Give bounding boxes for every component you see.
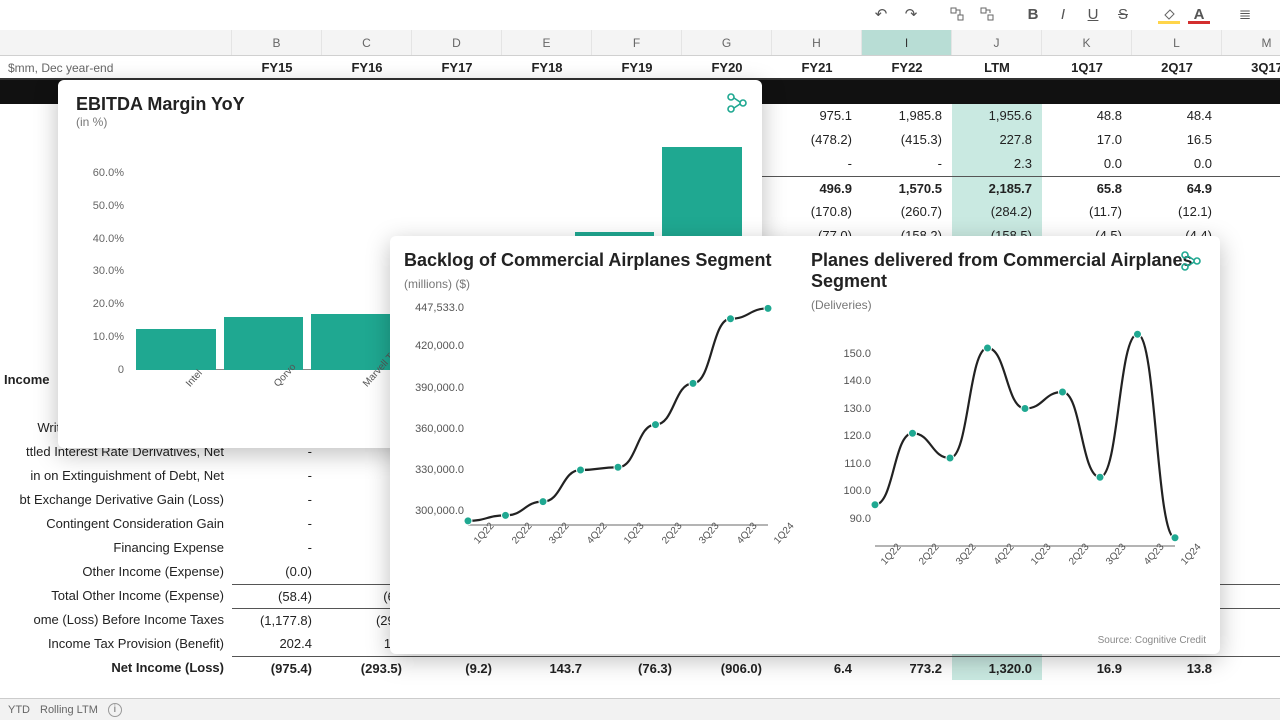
period-FY20: FY20: [682, 56, 772, 78]
period-3Q17: 3Q17: [1222, 56, 1280, 78]
backlog-chart: 447,533.0420,000.0390,000.0360,000.0330,…: [404, 301, 795, 601]
tab-rolling-ltm[interactable]: Rolling LTM: [40, 704, 98, 716]
info-icon[interactable]: i: [108, 703, 122, 717]
period-1Q17: 1Q17: [1042, 56, 1132, 78]
col-header-M[interactable]: M: [1222, 30, 1280, 55]
charts-card[interactable]: Backlog of Commercial Airplanes Segment …: [390, 236, 1220, 654]
card3-subtitle: (Deliveries): [811, 298, 872, 312]
period-FY15: FY15: [232, 56, 322, 78]
col-header-L[interactable]: L: [1132, 30, 1222, 55]
table-row: Net Income (Loss)(975.4)(293.5)(9.2)143.…: [0, 656, 1280, 680]
period-FY16: FY16: [322, 56, 412, 78]
share-icon[interactable]: [726, 92, 748, 117]
period-FY17: FY17: [412, 56, 502, 78]
period-FY22: FY22: [862, 56, 952, 78]
period-row: $mm, Dec year-endFY15FY16FY17FY18FY19FY2…: [0, 56, 1280, 80]
sheet-tabs: YTD Rolling LTM i: [0, 698, 1280, 720]
strike-button[interactable]: S: [1108, 2, 1138, 26]
col-header-J[interactable]: J: [952, 30, 1042, 55]
deliveries-chart: 150.0140.0130.0120.0110.0100.090.01Q222Q…: [811, 322, 1202, 622]
col-header-H[interactable]: H: [772, 30, 862, 55]
card2-title: Backlog of Commercial Airplanes Segment: [404, 250, 771, 271]
bold-button[interactable]: B: [1018, 2, 1048, 26]
card2-subtitle: (millions) ($): [404, 277, 470, 291]
period-FY19: FY19: [592, 56, 682, 78]
redo-button[interactable]: ↷: [896, 2, 926, 26]
col-header-D[interactable]: D: [412, 30, 502, 55]
card-subtitle: (in %): [76, 115, 744, 129]
fill-color-button[interactable]: [1154, 2, 1184, 26]
period-2Q17: 2Q17: [1132, 56, 1222, 78]
group-button[interactable]: [942, 2, 972, 26]
text-color-button[interactable]: A: [1184, 2, 1214, 26]
bar-0: [136, 329, 216, 370]
col-header-G[interactable]: G: [682, 30, 772, 55]
col-header-B[interactable]: B: [232, 30, 322, 55]
period-FY18: FY18: [502, 56, 592, 78]
card3-title: Planes delivered from Commercial Airplan…: [811, 250, 1202, 292]
col-header-F[interactable]: F: [592, 30, 682, 55]
card-title: EBITDA Margin YoY: [76, 94, 744, 115]
period-LTM: LTM: [952, 56, 1042, 78]
share-icon[interactable]: [1180, 250, 1202, 275]
underline-button[interactable]: U: [1078, 2, 1108, 26]
col-header-K[interactable]: K: [1042, 30, 1132, 55]
align-button[interactable]: ≣: [1230, 2, 1260, 26]
tab-ytd[interactable]: YTD: [8, 704, 30, 716]
period-FY21: FY21: [772, 56, 862, 78]
ungroup-button[interactable]: [972, 2, 1002, 26]
col-header-C[interactable]: C: [322, 30, 412, 55]
undo-button[interactable]: ↶: [866, 2, 896, 26]
source-text: Source: Cognitive Credit: [1098, 635, 1206, 646]
col-header-E[interactable]: E: [502, 30, 592, 55]
col-header-I[interactable]: I: [862, 30, 952, 55]
toolbar: ↶ ↷ B I U S A ≣: [858, 0, 1280, 28]
italic-button[interactable]: I: [1048, 2, 1078, 26]
column-headers: BCDEFGHIJKLM: [0, 30, 1280, 56]
